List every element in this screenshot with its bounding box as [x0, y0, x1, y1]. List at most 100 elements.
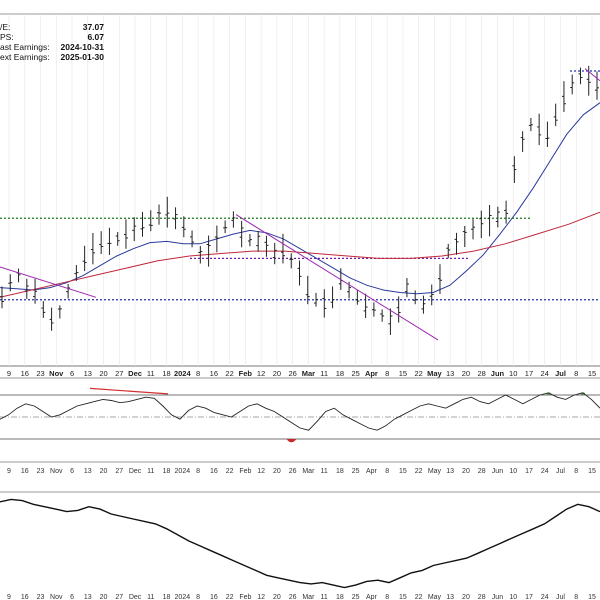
oscillator-x-tick-label: 13 — [84, 468, 92, 475]
x-tick-label: 15 — [588, 369, 596, 378]
oscillator-x-tick-label: 24 — [541, 468, 549, 475]
price-bars — [0, 65, 599, 335]
oscillator-x-tick-label: 20 — [100, 468, 108, 475]
oscillator-line — [0, 392, 600, 431]
lower-x-tick-label: 13 — [84, 594, 92, 600]
price-bar — [404, 278, 409, 298]
price-bar — [363, 293, 368, 319]
lower-panel — [0, 498, 600, 589]
oscillator-x-tick-label: Jun — [492, 468, 503, 475]
lower-x-tick-label: Feb — [239, 594, 251, 600]
lower-x-tick-label: 6 — [70, 594, 74, 600]
price-bar — [33, 278, 38, 304]
price-bar — [123, 219, 128, 249]
next-earnings-row: ext Earnings: 2025-01-30 — [0, 52, 104, 62]
lower-x-tick-label: Dec — [129, 594, 142, 600]
price-bar — [413, 290, 418, 305]
oscillator-x-tick-label: Dec — [129, 468, 142, 475]
price-bar — [322, 289, 327, 318]
price-bar — [99, 231, 104, 254]
oscillator-x-tick-label: 9 — [7, 468, 11, 475]
price-bar — [446, 243, 451, 259]
price-bar — [561, 81, 566, 113]
divergence-line — [89, 387, 169, 395]
x-tick-label: 2024 — [174, 369, 192, 378]
oscillator-x-tick-label: 23 — [37, 468, 45, 475]
x-tick-label: 26 — [288, 369, 296, 378]
price-bar — [198, 246, 203, 264]
oscillator-overbought-fill — [546, 392, 585, 395]
price-bar — [16, 268, 21, 283]
panel-frames — [0, 13, 600, 493]
oscillator-x-tick-label: 6 — [70, 468, 74, 475]
price-bar — [157, 204, 162, 225]
lower-x-tick-label: 20 — [100, 594, 108, 600]
price-bar — [305, 275, 310, 305]
oscillator-oversold-fill — [286, 439, 297, 443]
price-bar — [115, 232, 120, 246]
price-bar — [239, 220, 244, 248]
x-tick-label: 15 — [399, 369, 407, 378]
lower-x-tick-label: 23 — [37, 594, 45, 600]
x-tick-label: 10 — [509, 369, 517, 378]
lower-x-tick-label: 16 — [210, 594, 218, 600]
price-bar — [429, 284, 434, 306]
x-tick-label: 16 — [210, 369, 218, 378]
price-bar — [545, 121, 550, 147]
price-bar — [148, 210, 153, 232]
stock-info-box: /E: 37.07 PS: 6.07 ast Earnings: 2024-10… — [0, 22, 104, 62]
lower-x-tick-label: Apr — [366, 594, 378, 600]
price-bar — [380, 309, 385, 322]
price-bar — [0, 286, 4, 309]
eps-row: PS: 6.07 — [0, 32, 104, 42]
lower-x-tick-label: 20 — [273, 594, 281, 600]
trend-lines — [0, 68, 600, 341]
x-tick-label: 18 — [336, 369, 344, 378]
price-bar — [388, 308, 393, 335]
price-bar — [181, 216, 186, 238]
price-bar — [421, 295, 426, 314]
oscillator-x-tick-label: Feb — [239, 468, 251, 475]
price-bar — [190, 230, 195, 248]
lower-x-tick-label: 15 — [399, 594, 407, 600]
price-bar — [504, 200, 509, 224]
price-bar — [24, 278, 29, 299]
price-bar — [140, 211, 145, 237]
oscillator-x-tick-label: Mar — [302, 468, 315, 475]
oscillator-x-tick-label: 8 — [196, 468, 200, 475]
x-tick-label: 13 — [446, 369, 454, 378]
x-tick-label: 23 — [36, 369, 44, 378]
price-bar — [479, 210, 484, 239]
price-bar — [74, 265, 79, 281]
price-bar — [512, 156, 517, 183]
price-bar — [570, 74, 575, 95]
x-tick-label: 22 — [415, 369, 423, 378]
pe-label: /E: — [0, 22, 11, 32]
oscillator-x-tick-label: 26 — [289, 468, 297, 475]
lower-x-tick-label: 18 — [163, 594, 171, 600]
price-bar — [586, 65, 591, 96]
oscillator-x-tick-label: 2024 — [175, 468, 191, 475]
x-tick-label: 8 — [574, 369, 578, 378]
trend-line-1 — [0, 266, 97, 298]
price-bar — [537, 113, 542, 146]
oscillator-x-tick-label: 11 — [320, 468, 327, 475]
pe-value: 37.07 — [82, 22, 104, 32]
x-tick-label: Mar — [302, 369, 315, 378]
price-bar — [8, 274, 13, 292]
x-tick-label: 16 — [21, 369, 29, 378]
lower-x-tick-label: 16 — [21, 594, 29, 600]
moving-average-blue — [0, 102, 600, 295]
x-tick-label: 11 — [320, 369, 328, 378]
x-tick-label: 20 — [273, 369, 281, 378]
oscillator-x-tick-label: Nov — [50, 468, 63, 475]
lower-indicator-line — [0, 498, 600, 589]
lower-x-tick-label: 15 — [588, 594, 596, 600]
price-bar — [57, 305, 62, 319]
price-bar — [66, 283, 71, 299]
x-tick-label: 28 — [478, 369, 486, 378]
lower-x-tick-label: 18 — [336, 594, 344, 600]
x-tick-label: May — [427, 369, 442, 378]
price-bar — [437, 264, 442, 294]
price-bar — [280, 233, 285, 264]
